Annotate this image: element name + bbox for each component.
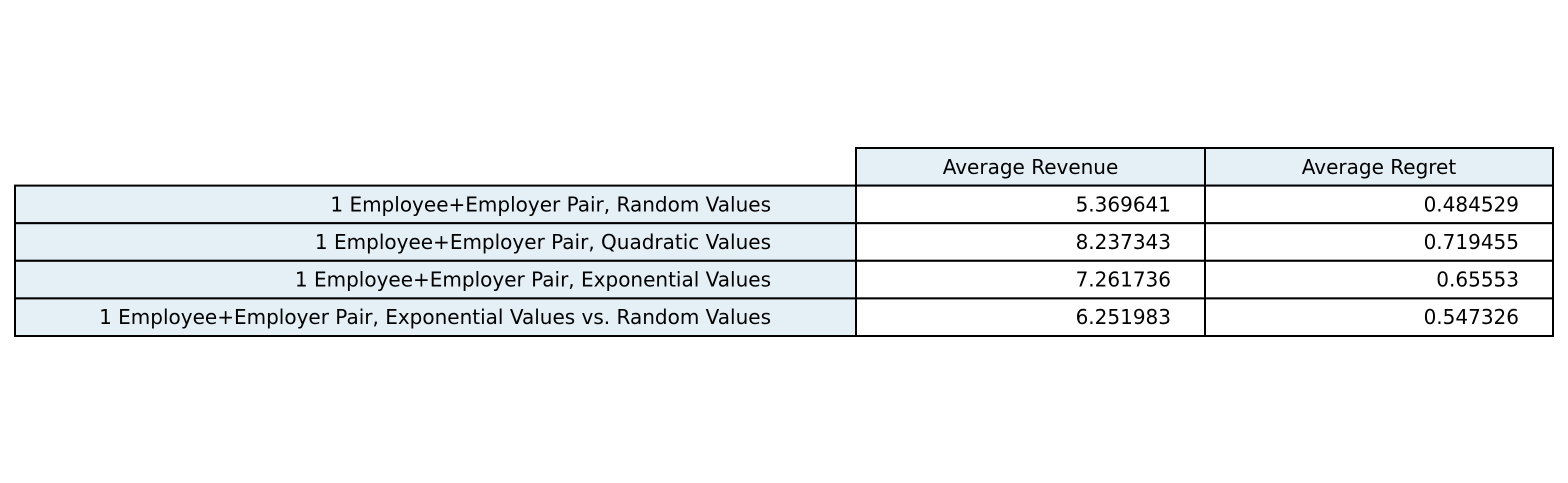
- column-header: Average Revenue: [943, 155, 1119, 179]
- row-label: 1 Employee+Employer Pair, Exponential Va…: [295, 268, 771, 292]
- row-label-cell: [14, 222, 857, 262]
- cell-value: 6.251983: [1076, 305, 1171, 329]
- row-label: 1 Employee+Employer Pair, Random Values: [330, 192, 771, 216]
- column-header-cell: [1204, 147, 1554, 187]
- row-label-cell: [14, 297, 857, 337]
- row-label: 1 Employee+Employer Pair, Exponential Va…: [99, 305, 771, 329]
- row-label: 1 Employee+Employer Pair, Quadratic Valu…: [315, 230, 771, 254]
- cell-value: 7.261736: [1076, 268, 1171, 292]
- cell-value: 0.719455: [1424, 230, 1519, 254]
- cell-value: 0.484529: [1424, 192, 1519, 216]
- column-header-cell: [855, 147, 1206, 187]
- cell-value: 0.547326: [1424, 305, 1519, 329]
- cell-value: 0.65553: [1436, 268, 1519, 292]
- table-cell: [1204, 259, 1554, 300]
- cell-value: 5.369641: [1076, 192, 1171, 216]
- table-cell: [1204, 297, 1554, 337]
- table-cell: [1204, 222, 1554, 262]
- table-cell: [855, 259, 1206, 300]
- table-cell: [855, 297, 1206, 337]
- column-header: Average Regret: [1302, 155, 1457, 179]
- cell-value: 8.237343: [1076, 230, 1171, 254]
